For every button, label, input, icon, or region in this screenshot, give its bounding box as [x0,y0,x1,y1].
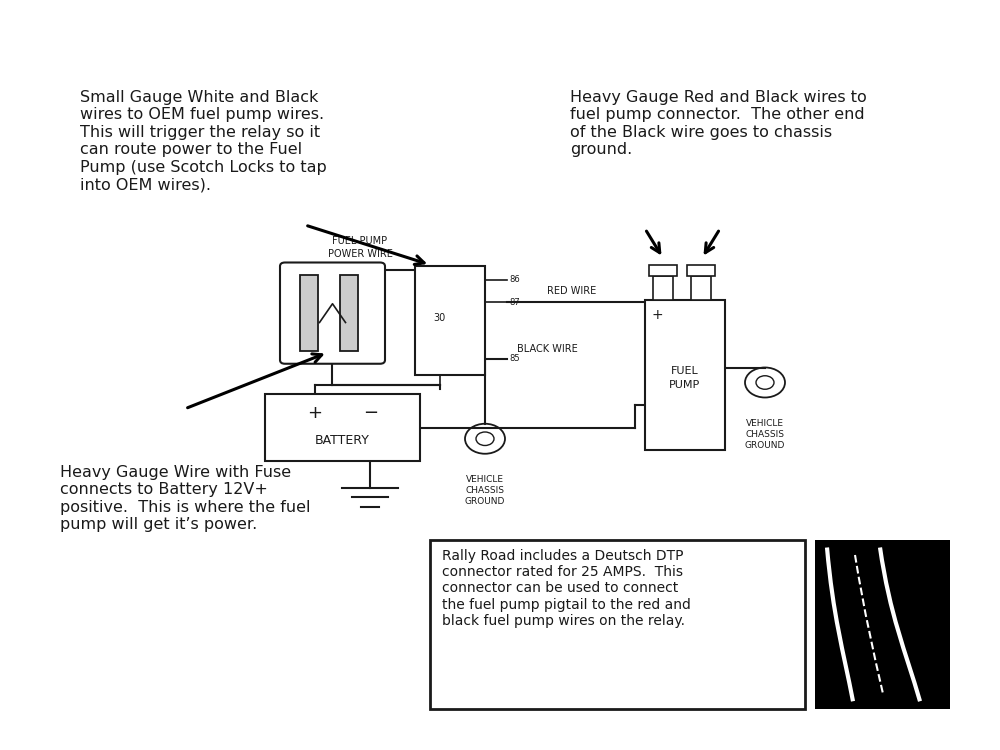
Text: BLACK WIRE: BLACK WIRE [517,344,578,354]
Bar [815,540,950,709]
Bar [430,540,805,709]
Bar [415,266,485,375]
Text: Small Gauge White and Black
wires to OEM fuel pump wires.
This will trigger the : Small Gauge White and Black wires to OEM… [80,90,327,192]
Text: 86: 86 [509,275,520,284]
FancyBboxPatch shape [280,262,385,364]
Text: Heavy Gauge Red and Black wires to
fuel pump connector.  The other end
of the Bl: Heavy Gauge Red and Black wires to fuel … [570,90,867,158]
Text: VEHICLE
CHASSIS
GROUND: VEHICLE CHASSIS GROUND [745,419,785,450]
Text: Rally Road includes a Deutsch DTP
connector rated for 25 AMPS.  This
connector c: Rally Road includes a Deutsch DTP connec… [442,549,691,628]
Bar [340,275,358,351]
Bar [691,276,711,300]
Text: BATTERY: BATTERY [315,434,370,448]
Text: −: − [363,404,378,422]
Bar [649,266,677,276]
Text: VEHICLE
CHASSIS
GROUND: VEHICLE CHASSIS GROUND [465,475,505,506]
Bar [653,276,673,300]
Bar [645,300,725,450]
Text: +: + [651,308,663,322]
Bar [265,394,420,461]
Text: 87: 87 [509,298,520,307]
Text: 85: 85 [509,354,520,363]
Text: FUEL PUMP
POWER WIRE: FUEL PUMP POWER WIRE [328,236,392,259]
Text: 30: 30 [433,314,446,323]
Text: Heavy Gauge Wire with Fuse
connects to Battery 12V+
positive.  This is where the: Heavy Gauge Wire with Fuse connects to B… [60,465,310,532]
Bar [687,266,715,276]
Text: +: + [307,404,322,422]
Text: RED WIRE: RED WIRE [547,286,596,296]
Bar [300,275,318,351]
Text: FUEL
PUMP: FUEL PUMP [669,366,701,390]
